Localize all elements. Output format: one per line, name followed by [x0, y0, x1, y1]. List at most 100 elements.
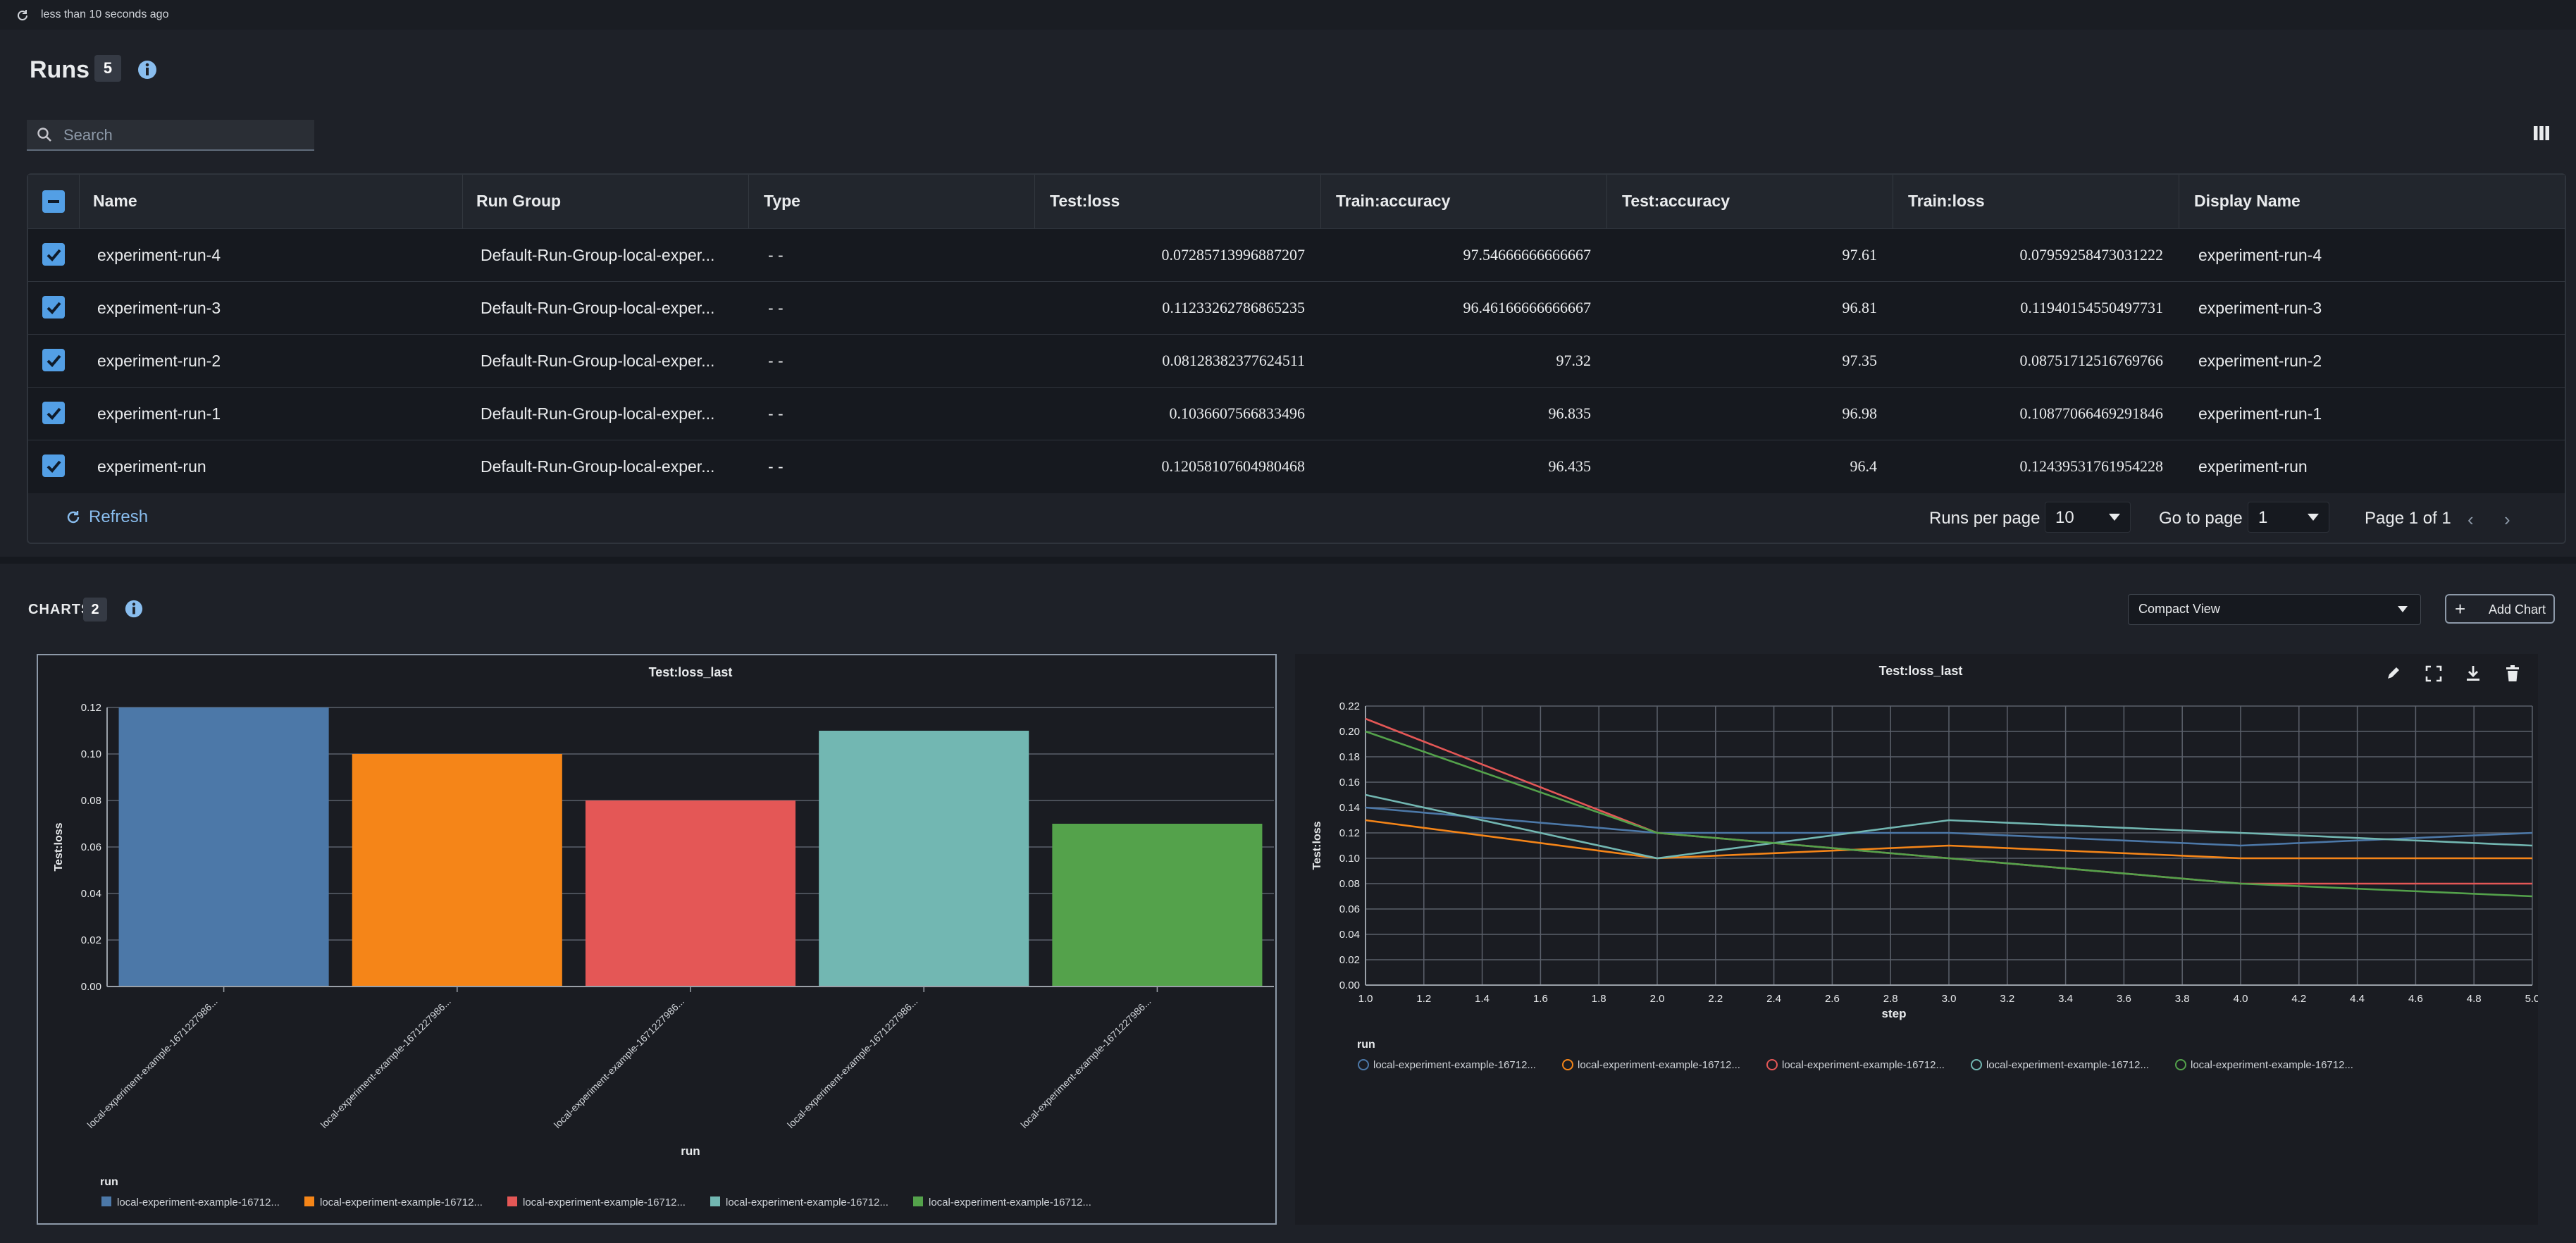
y-tick-label: 0.04: [81, 888, 101, 900]
col-header-display-name[interactable]: Display Name: [2194, 192, 2301, 210]
legend-label: local-experiment-example-16712...: [2191, 1059, 2353, 1071]
x-tick-label: 3.0: [1942, 993, 1957, 1005]
line-chart-card[interactable]: Test:loss_last 0.00 0.02 0.04 0.06 0.08 0.10 0.…: [1295, 654, 2538, 1225]
y-tick-label: 0.18: [1339, 751, 1360, 763]
go-to-page-select[interactable]: 1: [2248, 502, 2329, 533]
search-input[interactable]: [62, 123, 304, 148]
edit-icon[interactable]: [2382, 662, 2404, 685]
legend-marker: [2175, 1059, 2186, 1070]
col-header-train-accuracy[interactable]: Train:accuracy: [1336, 192, 1451, 210]
table-row[interactable]: experiment-run-1 Default-Run-Group-local…: [28, 387, 2565, 440]
row-checkbox[interactable]: [42, 349, 65, 371]
cell-name[interactable]: experiment-run-2: [97, 352, 221, 370]
row-checkbox[interactable]: [42, 243, 65, 266]
select-all-checkbox[interactable]: [42, 190, 65, 213]
runs-per-page-select[interactable]: 10: [2045, 502, 2131, 533]
info-icon[interactable]: [124, 599, 144, 619]
series-line: [1365, 806, 2533, 847]
cell-train-loss: 0.08751712516769766: [2019, 352, 2164, 369]
refresh-icon[interactable]: [16, 8, 30, 23]
series-line: [1365, 793, 2533, 860]
columns-icon[interactable]: [2532, 124, 2551, 142]
col-header-test-loss[interactable]: Test:loss: [1050, 192, 1120, 210]
go-to-page-label: Go to page: [2159, 509, 2243, 528]
legend-marker: [1562, 1059, 1573, 1070]
y-tick-label: 0.10: [1339, 853, 1360, 865]
table-row[interactable]: experiment-run-2 Default-Run-Group-local…: [28, 334, 2565, 388]
legend-marker: [1971, 1059, 1982, 1070]
x-tick-label: 1.0: [1358, 993, 1373, 1005]
chart-title: Test:loss_last: [649, 665, 733, 679]
y-tick-label: 0.08: [81, 795, 101, 807]
legend-title: run: [100, 1176, 118, 1188]
x-tick-label: 1.4: [1475, 993, 1490, 1005]
row-checkbox[interactable]: [42, 454, 65, 477]
series-line: [1365, 819, 2532, 860]
col-header-name[interactable]: Name: [93, 192, 137, 210]
col-header-train-loss[interactable]: Train:loss: [1908, 192, 1985, 210]
cell-type: - -: [768, 246, 784, 264]
expand-icon[interactable]: [2422, 662, 2445, 685]
add-chart-label: Add Chart: [2489, 602, 2546, 617]
x-tick-label: 3.4: [2058, 993, 2073, 1005]
cell-test-loss: 0.11233262786865235: [1162, 299, 1305, 316]
row-checkbox[interactable]: [42, 402, 65, 424]
cell-name[interactable]: experiment-run-3: [97, 299, 221, 317]
col-header-run-group[interactable]: Run Group: [476, 192, 562, 210]
prev-page-icon[interactable]: ‹: [2467, 509, 2474, 530]
table-row[interactable]: experiment-run-3 Default-Run-Group-local…: [28, 281, 2565, 335]
bar: [819, 731, 1029, 987]
bar-chart-card[interactable]: Test:loss_last 0.00 0.02 0.04 0.06 0.08 0.10 0.…: [37, 654, 1277, 1225]
x-tick-label: 2.0: [1650, 993, 1665, 1005]
col-header-type[interactable]: Type: [764, 192, 800, 210]
legend-label: local-experiment-example-16712...: [523, 1196, 686, 1208]
legend-swatch: [507, 1196, 517, 1206]
cell-test-loss: 0.08128382377624511: [1162, 352, 1305, 369]
runs-count-badge: 5: [94, 55, 121, 82]
cell-test-accuracy: 96.98: [1842, 404, 1878, 422]
cell-name[interactable]: experiment-run-1: [97, 404, 221, 423]
col-header-test-accuracy[interactable]: Test:accuracy: [1622, 192, 1730, 210]
x-tick-label: 3.6: [2117, 993, 2131, 1005]
x-tick-label: 2.4: [1766, 993, 1781, 1005]
cell-name[interactable]: experiment-run-4: [97, 246, 221, 264]
y-tick-label: 0.00: [81, 981, 101, 993]
table-header: Name Run Group Type Test:loss Train:accu…: [28, 175, 2565, 228]
row-checkbox[interactable]: [42, 296, 65, 319]
x-tick-label: local-experiment-example-1671227986...: [1018, 996, 1153, 1130]
y-tick-label: 0.02: [1339, 954, 1360, 966]
y-tick-label: 0.12: [1339, 827, 1360, 839]
cell-train-accuracy: 96.835: [1548, 404, 1592, 422]
y-tick-label: 0.10: [81, 748, 101, 760]
delete-icon[interactable]: [2501, 662, 2524, 685]
next-page-icon[interactable]: ›: [2504, 509, 2510, 530]
cell-train-loss: 0.11940154550497731: [2020, 299, 2163, 316]
legend-label: local-experiment-example-16712...: [1373, 1059, 1536, 1071]
x-tick-label: 4.2: [2291, 993, 2306, 1005]
search-box[interactable]: [27, 120, 314, 151]
legend-swatch: [710, 1196, 720, 1206]
charts-title: CHARTS: [28, 602, 92, 617]
view-select[interactable]: Compact View: [2128, 594, 2421, 625]
x-tick-label: 2.8: [1883, 993, 1898, 1005]
cell-type: - -: [768, 404, 784, 423]
add-chart-button[interactable]: + Add Chart: [2445, 594, 2555, 624]
download-icon[interactable]: [2462, 662, 2484, 685]
legend-marker: [1358, 1059, 1369, 1070]
refresh-label: Refresh: [89, 507, 149, 526]
table-row[interactable]: experiment-run Default-Run-Group-local-e…: [28, 440, 2565, 493]
cell-display-name: experiment-run-3: [2198, 299, 2322, 317]
cell-test-accuracy: 96.81: [1842, 299, 1878, 316]
cell-test-accuracy: 97.35: [1842, 352, 1878, 369]
x-tick-label: local-experiment-example-1671227986...: [85, 996, 219, 1130]
legend-label: local-experiment-example-16712...: [117, 1196, 280, 1208]
info-icon[interactable]: [137, 59, 158, 80]
caret-down-icon: [2398, 606, 2408, 612]
y-tick-label: 0.00: [1339, 979, 1360, 991]
bar: [1052, 824, 1263, 987]
caret-down-icon: [2308, 514, 2319, 521]
y-tick-label: 0.08: [1339, 878, 1360, 890]
table-row[interactable]: experiment-run-4 Default-Run-Group-local…: [28, 228, 2565, 282]
cell-name[interactable]: experiment-run: [97, 457, 206, 476]
cell-type: - -: [768, 352, 784, 370]
